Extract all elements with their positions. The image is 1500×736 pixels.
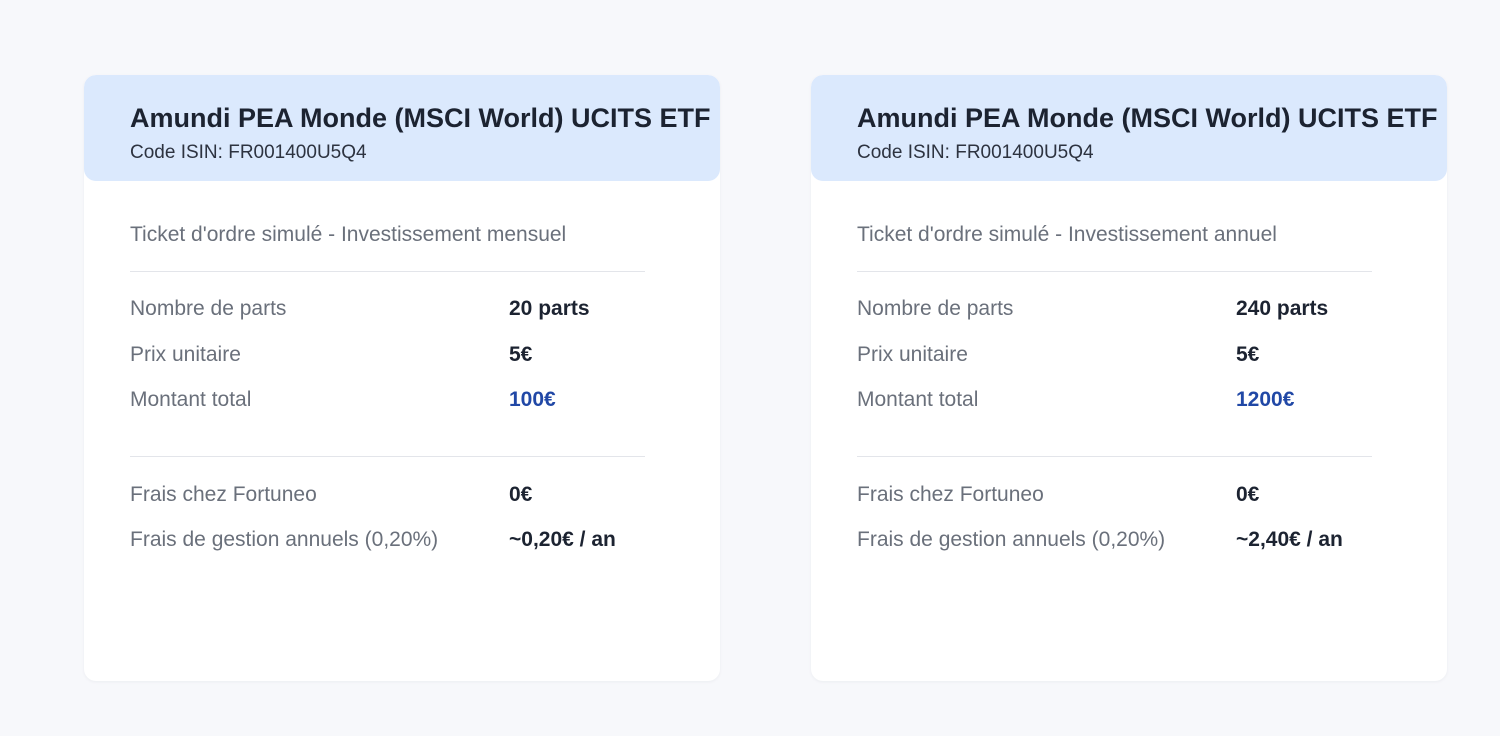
card-header: Amundi PEA Monde (MSCI World) UCITS ETF … xyxy=(84,75,720,181)
row-value: ~2,40€ / an xyxy=(1236,528,1343,551)
divider xyxy=(130,271,645,272)
card-body: Ticket d'ordre simulé - Investissement a… xyxy=(811,181,1447,573)
row-unit-price: Prix unitaire 5€ xyxy=(857,342,1447,388)
row-label: Frais de gestion annuels (0,20%) xyxy=(857,528,1166,551)
row-value: 240 parts xyxy=(1236,297,1329,320)
row-total-amount: Montant total 1200€ xyxy=(857,387,1447,433)
card-header: Amundi PEA Monde (MSCI World) UCITS ETF … xyxy=(811,75,1447,181)
order-details: Nombre de parts 240 parts Prix unitaire … xyxy=(857,296,1447,433)
row-label: Frais chez Fortuneo xyxy=(857,482,1044,506)
order-details: Nombre de parts 20 parts Prix unitaire 5… xyxy=(130,296,720,433)
order-ticket-card-monthly: Amundi PEA Monde (MSCI World) UCITS ETF … xyxy=(84,75,720,681)
row-total-amount: Montant total 100€ xyxy=(130,387,720,433)
row-unit-price: Prix unitaire 5€ xyxy=(130,342,720,388)
row-number-of-shares: Nombre de parts 20 parts xyxy=(130,296,720,342)
row-label: Prix unitaire xyxy=(857,342,968,366)
fee-details: Frais chez Fortuneo 0€ Frais de gestion … xyxy=(857,482,1447,573)
row-label: Nombre de parts xyxy=(130,297,287,320)
divider xyxy=(857,271,1372,272)
divider xyxy=(857,455,1372,457)
row-value: 0€ xyxy=(509,482,533,506)
divider xyxy=(130,455,645,457)
row-label: Frais de gestion annuels (0,20%) xyxy=(130,528,439,551)
row-broker-fees: Frais chez Fortuneo 0€ xyxy=(130,482,720,528)
isin-code: Code ISIN: FR001400U5Q4 xyxy=(857,142,1094,163)
row-label: Montant total xyxy=(130,388,252,411)
row-value: 20 parts xyxy=(509,297,590,320)
ticket-label: Ticket d'ordre simulé - Investissement a… xyxy=(857,223,1277,246)
row-value: 5€ xyxy=(1236,342,1260,366)
order-ticket-card-annual: Amundi PEA Monde (MSCI World) UCITS ETF … xyxy=(811,75,1447,681)
card-body: Ticket d'ordre simulé - Investissement m… xyxy=(84,181,720,573)
etf-title: Amundi PEA Monde (MSCI World) UCITS ETF xyxy=(857,103,1438,133)
row-value: ~0,20€ / an xyxy=(509,528,616,551)
row-broker-fees: Frais chez Fortuneo 0€ xyxy=(857,482,1447,528)
row-label: Nombre de parts xyxy=(857,297,1014,320)
row-management-fees: Frais de gestion annuels (0,20%) ~0,20€ … xyxy=(130,527,720,573)
row-value: 0€ xyxy=(1236,482,1260,506)
fee-details: Frais chez Fortuneo 0€ Frais de gestion … xyxy=(130,482,720,573)
row-label: Montant total xyxy=(857,388,979,411)
row-value: 5€ xyxy=(509,342,533,366)
total-amount-value: 1200€ xyxy=(1236,388,1295,411)
total-amount-value: 100€ xyxy=(509,388,556,411)
row-label: Frais chez Fortuneo xyxy=(130,482,317,506)
isin-code: Code ISIN: FR001400U5Q4 xyxy=(130,142,367,163)
ticket-label: Ticket d'ordre simulé - Investissement m… xyxy=(130,223,567,246)
row-number-of-shares: Nombre de parts 240 parts xyxy=(857,296,1447,342)
row-label: Prix unitaire xyxy=(130,342,241,366)
etf-title: Amundi PEA Monde (MSCI World) UCITS ETF xyxy=(130,103,711,133)
row-management-fees: Frais de gestion annuels (0,20%) ~2,40€ … xyxy=(857,527,1447,573)
